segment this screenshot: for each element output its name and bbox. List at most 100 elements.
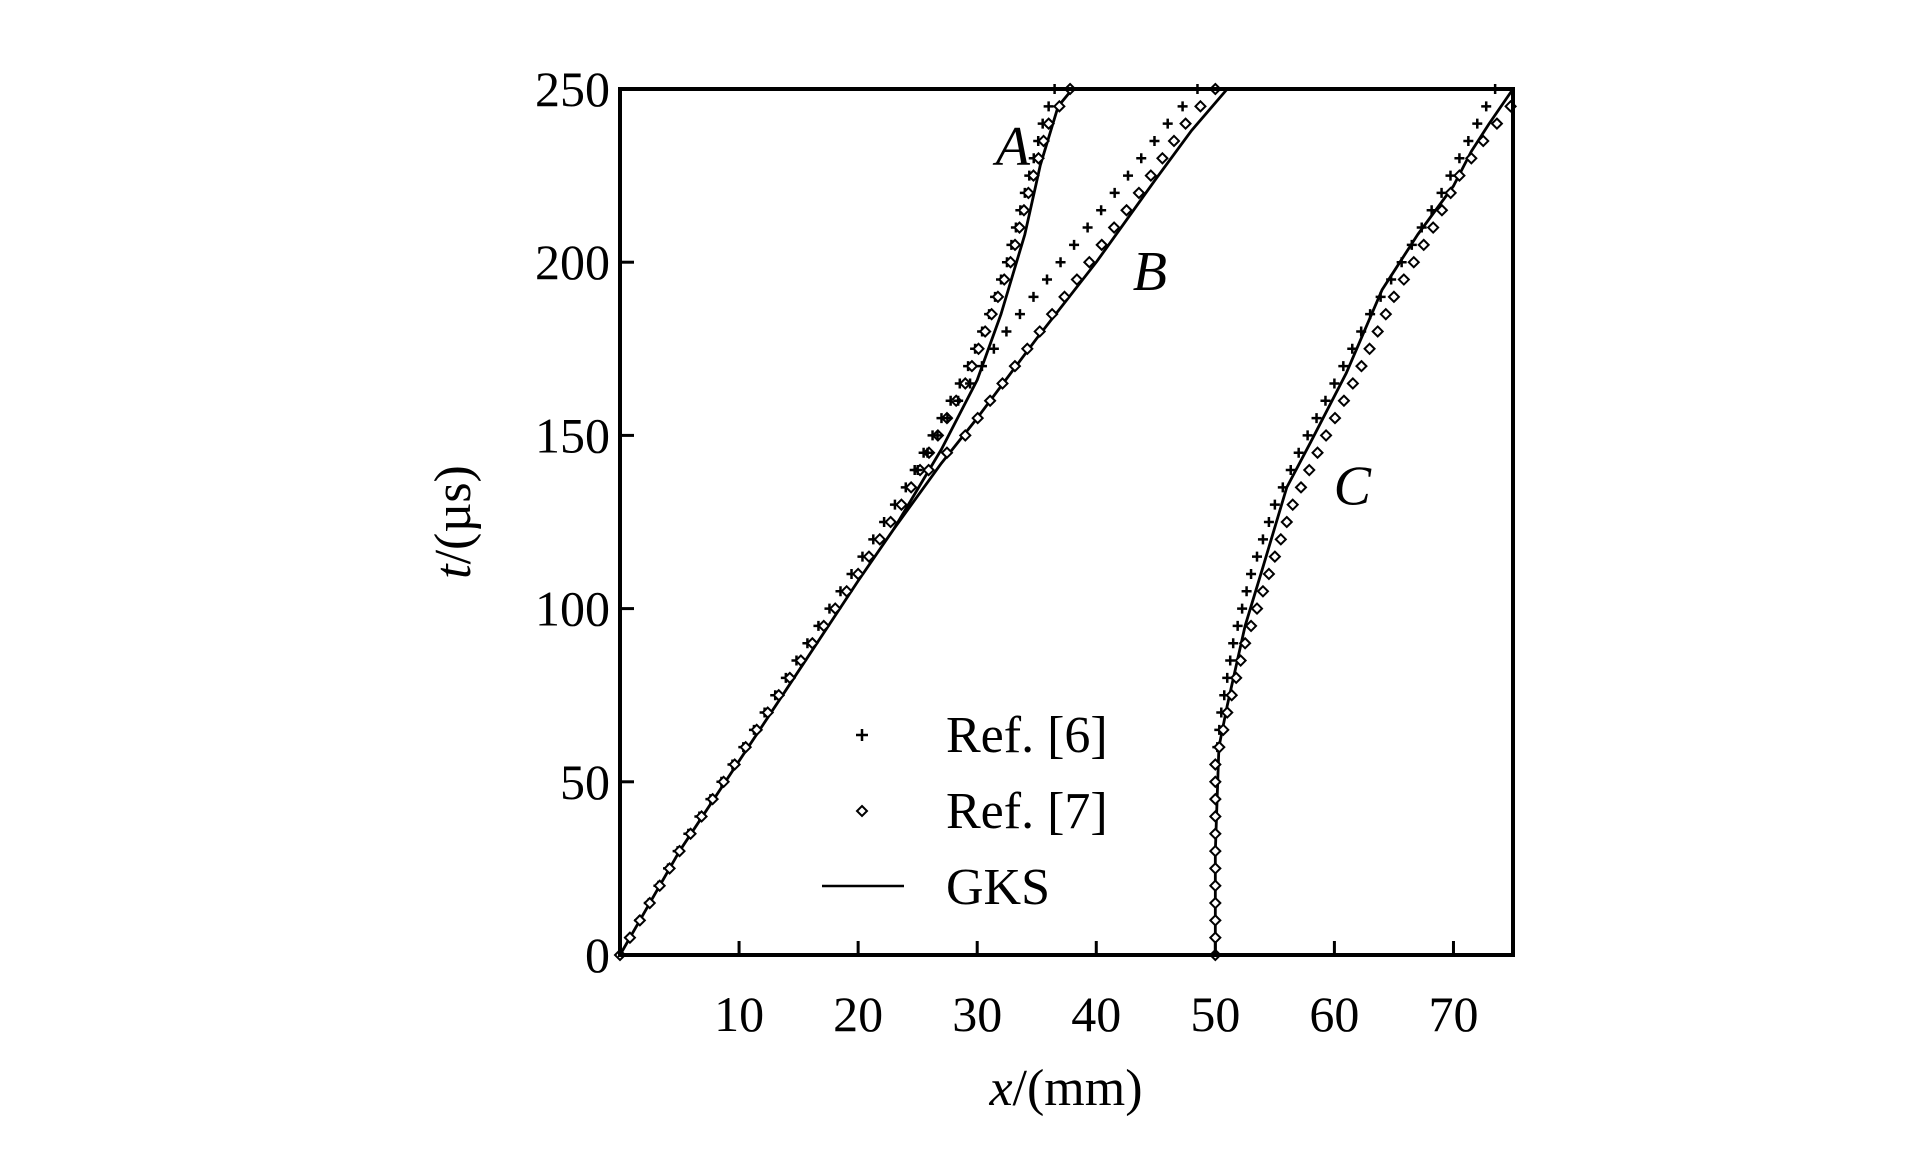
data-point-plus [1055, 257, 1066, 268]
data-point-diamond [1363, 342, 1376, 356]
data-point-diamond [983, 394, 997, 408]
data-point-diamond [1027, 169, 1040, 183]
plot-frame [618, 87, 1515, 957]
data-point-diamond [1208, 827, 1222, 841]
data-point-diamond [1464, 151, 1478, 165]
data-point-diamond [1045, 307, 1059, 321]
y-tick-label: 250 [535, 61, 610, 117]
data-point-diamond [1250, 602, 1264, 616]
data-point-plus [1329, 378, 1340, 389]
data-point-plus [1228, 638, 1239, 649]
gks-line-B [892, 88, 1229, 530]
x-tick-label: 10 [714, 986, 764, 1042]
data-point-plus [1257, 534, 1268, 545]
data-point-diamond [1212, 740, 1226, 754]
data-point-diamond [1286, 498, 1300, 512]
data-point-plus [1042, 274, 1053, 285]
data-point-diamond [1225, 688, 1239, 702]
data-point-diamond [1208, 758, 1222, 771]
series-C-plus [1210, 84, 1501, 960]
data-point-plus [1277, 482, 1288, 493]
data-point-diamond [739, 740, 753, 754]
data-point-diamond [750, 723, 764, 737]
data-point-diamond [965, 359, 979, 373]
data-point-diamond [1144, 169, 1158, 183]
data-point-diamond [1107, 221, 1121, 234]
data-point-plus [1177, 101, 1188, 112]
data-point-diamond [1208, 879, 1222, 893]
data-point-diamond [904, 480, 918, 494]
data-point-diamond [1476, 134, 1490, 148]
data-point-plus [912, 465, 923, 476]
data-point-diamond [1008, 238, 1022, 252]
data-point-diamond [1453, 169, 1466, 183]
series-B-line [892, 88, 1229, 530]
data-point-diamond [1490, 117, 1504, 131]
data-point-plus [1237, 603, 1248, 614]
data-point-plus [1241, 586, 1252, 597]
data-point-diamond [623, 931, 637, 945]
data-point-diamond [884, 515, 898, 529]
data-point-diamond [840, 584, 854, 598]
data-point-diamond [1435, 203, 1449, 217]
data-point-plus [1406, 239, 1417, 250]
data-point-plus [1162, 118, 1173, 129]
data-point-diamond [1208, 913, 1222, 927]
data-point-diamond [1407, 255, 1421, 269]
data-point-plus [1028, 291, 1039, 302]
data-point-diamond [1070, 273, 1084, 286]
series-A-line [618, 88, 1074, 956]
legend-label-ref6: Ref. [6] [946, 707, 1108, 764]
data-point-diamond [1037, 134, 1050, 148]
data-point-plus [1225, 655, 1236, 666]
data-point-plus [1463, 135, 1474, 146]
legend-marker-diamond [855, 804, 869, 818]
data-point-diamond [783, 671, 797, 685]
curve-label-C: C [1334, 456, 1372, 518]
data-point-plus [1043, 101, 1054, 112]
data-point-diamond [873, 532, 887, 546]
y-axis-label: t/(µs) [425, 465, 482, 579]
data-point-plus [1347, 343, 1358, 354]
data-point-diamond [673, 844, 686, 858]
data-point-diamond [1311, 446, 1324, 460]
data-point-diamond [1120, 203, 1133, 217]
data-point-diamond [1387, 290, 1401, 304]
data-point-plus [1096, 205, 1107, 216]
data-point-diamond [996, 377, 1009, 390]
data-point-plus [1320, 395, 1331, 406]
data-point-diamond [1052, 99, 1066, 113]
data-point-diamond [1216, 723, 1230, 737]
data-point-plus [1293, 447, 1304, 458]
x-tick-label: 20 [833, 986, 883, 1042]
data-point-plus [1269, 499, 1280, 510]
data-point-diamond [1208, 844, 1222, 858]
data-point-plus [1426, 205, 1437, 216]
data-point-diamond [1008, 359, 1022, 373]
data-point-diamond [1234, 654, 1248, 667]
y-tick-label: 100 [535, 581, 610, 637]
data-point-plus [1246, 568, 1257, 579]
data-point-plus [1232, 620, 1243, 631]
data-point-diamond [1032, 151, 1045, 165]
data-point-diamond [717, 775, 731, 789]
data-point-diamond [1021, 186, 1035, 200]
data-point-diamond [1132, 186, 1146, 200]
data-point-diamond [978, 325, 992, 338]
data-point-diamond [1274, 532, 1288, 546]
data-point-diamond [663, 861, 677, 875]
data-point-plus [1454, 153, 1465, 164]
data-point-diamond [1426, 221, 1440, 234]
data-point-diamond [1346, 377, 1360, 390]
data-point-diamond [1033, 325, 1047, 338]
x-axis-label: x/(mm) [988, 1060, 1142, 1117]
data-point-diamond [695, 810, 708, 823]
y-tick-label: 200 [535, 234, 610, 290]
data-point-plus [1136, 153, 1147, 164]
curve-labels: A B C [992, 116, 1372, 517]
data-point-diamond [1229, 671, 1243, 685]
x-tick-label: 60 [1309, 986, 1359, 1042]
gks-line-A [618, 88, 1074, 956]
gks-line-C [1213, 88, 1515, 955]
data-point-diamond [1004, 255, 1017, 269]
